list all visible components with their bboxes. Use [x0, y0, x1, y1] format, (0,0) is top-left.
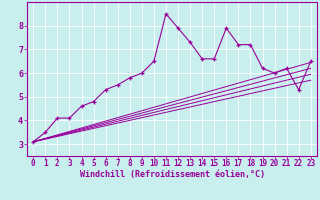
X-axis label: Windchill (Refroidissement éolien,°C): Windchill (Refroidissement éolien,°C) [79, 170, 265, 179]
